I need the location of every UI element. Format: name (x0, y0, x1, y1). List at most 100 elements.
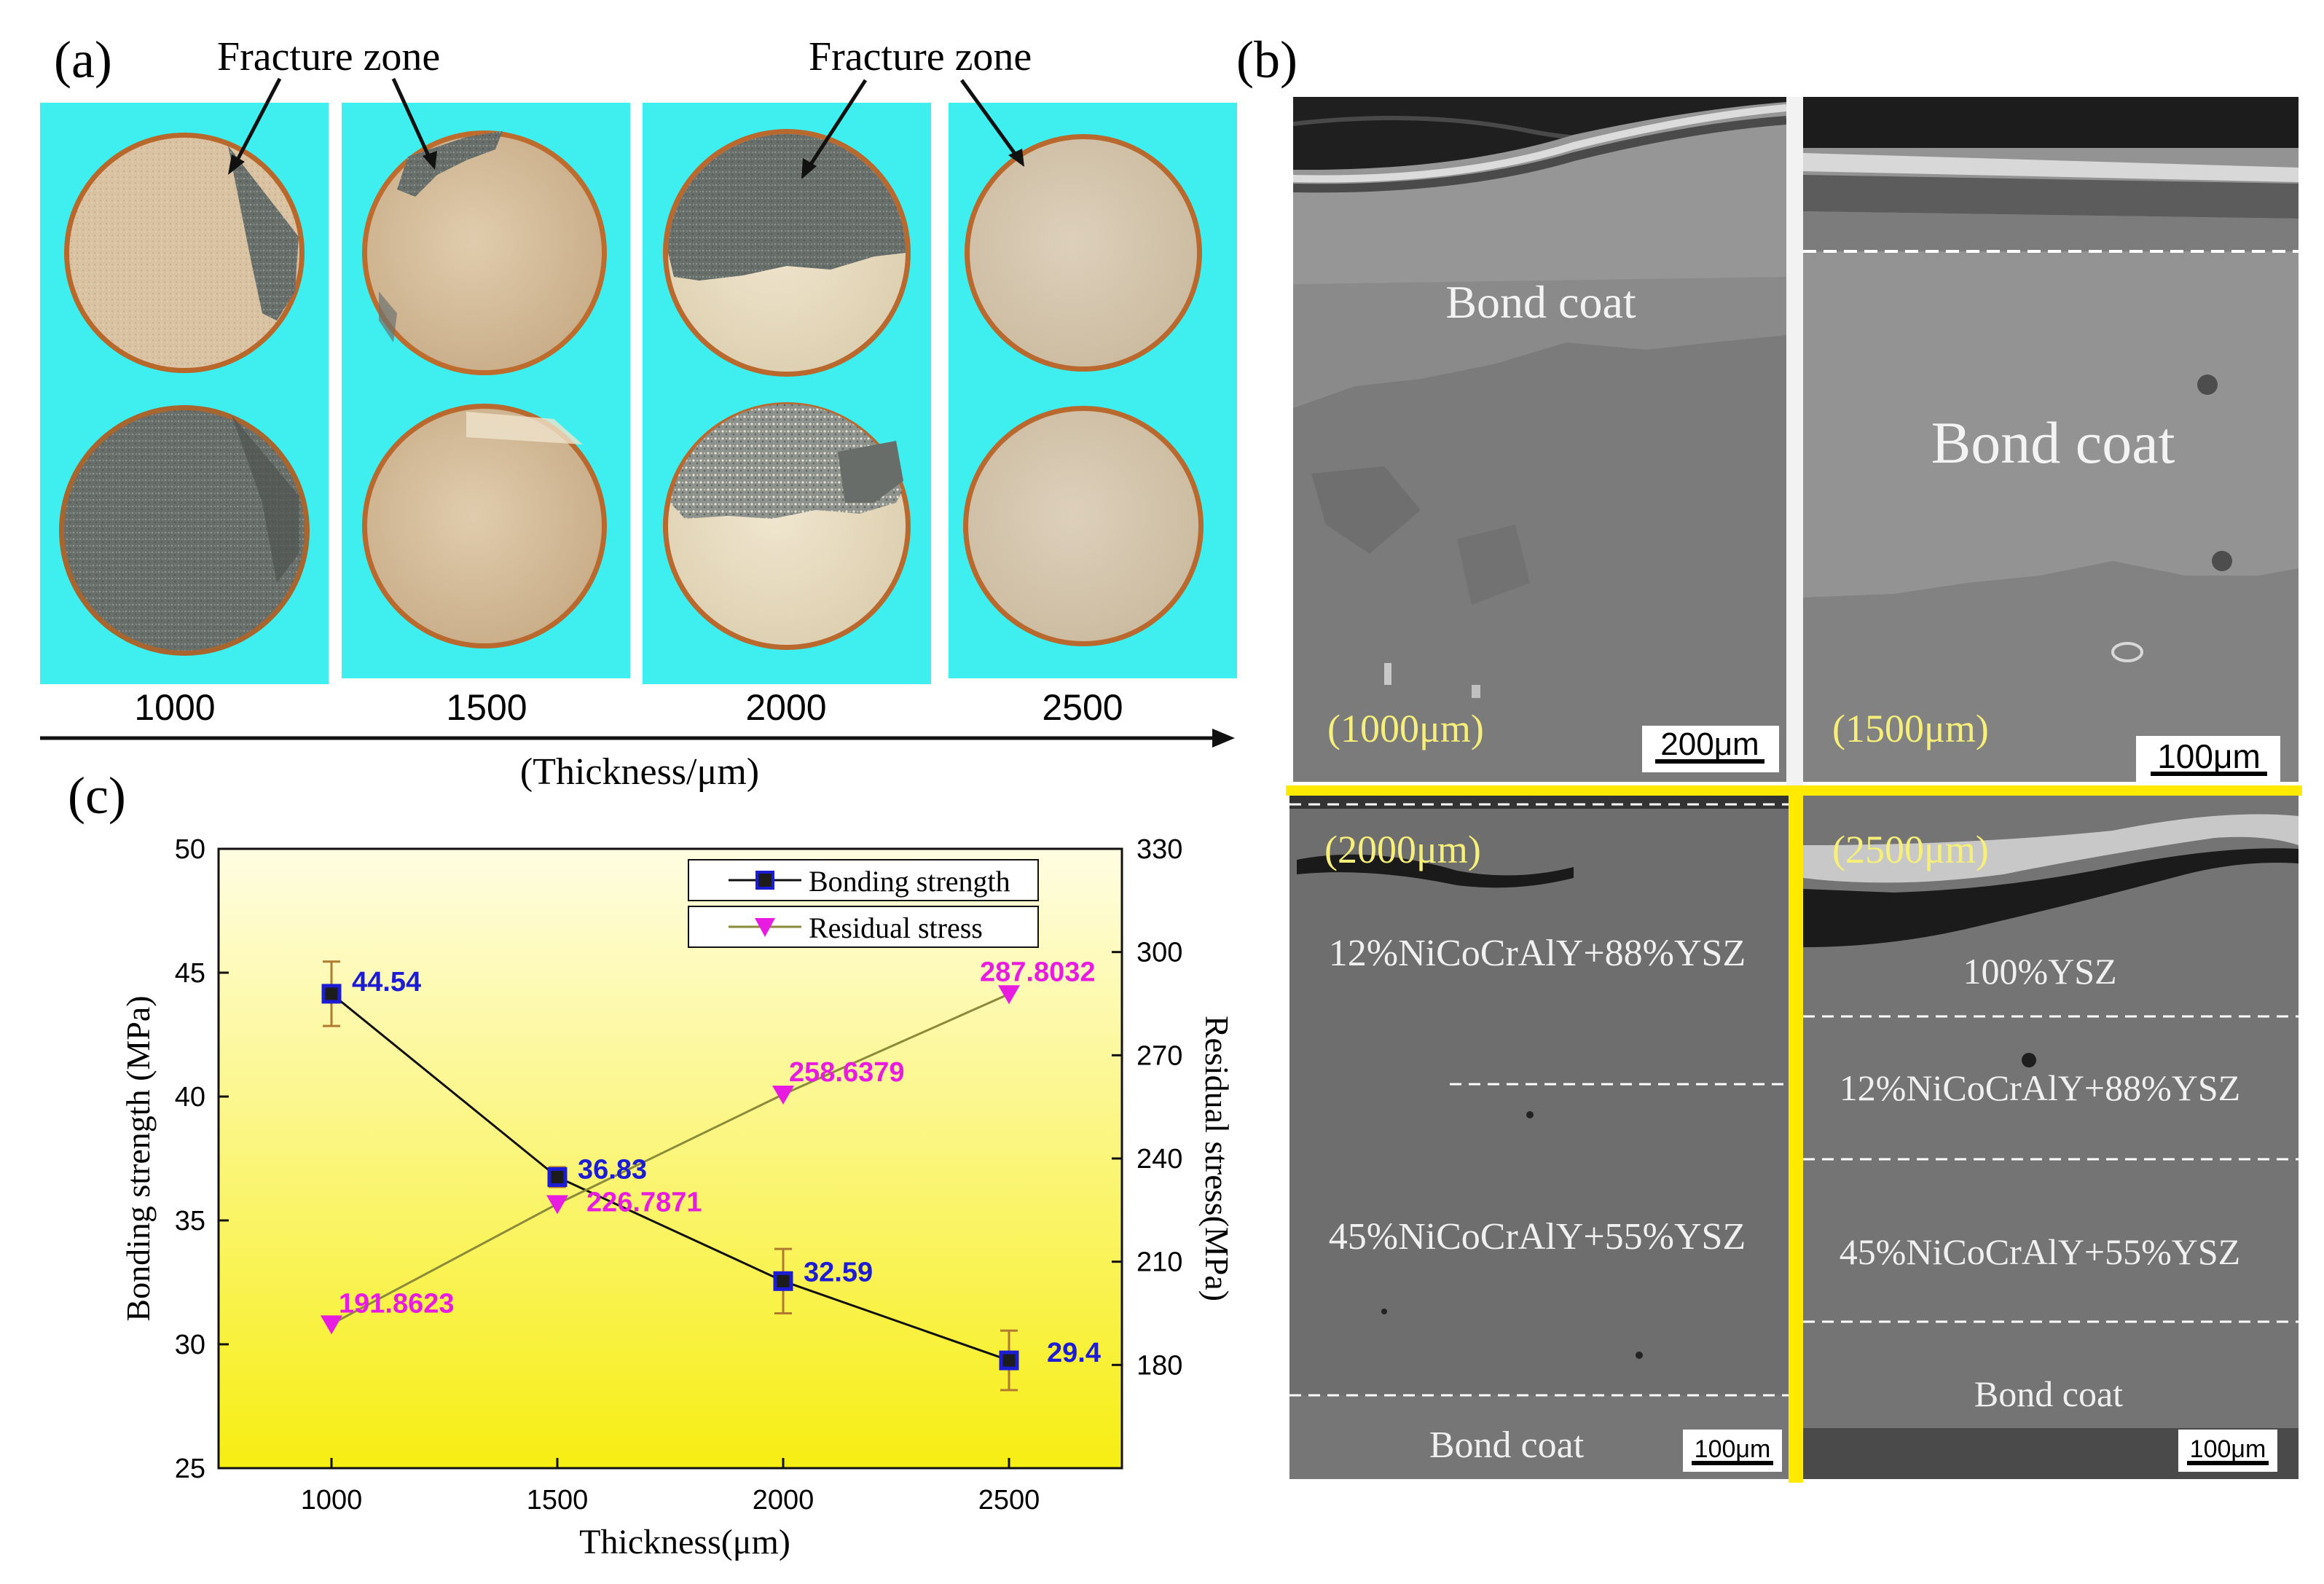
bonding-strength-data-label: 29.4 (1047, 1338, 1101, 1368)
fracture-zone-callout-left: Fracture zone (217, 34, 440, 79)
tl-scalebar-label: 200μm (1660, 726, 1759, 762)
fracture-zone-callout-right: Fracture zone (809, 34, 1032, 79)
bonding-strength-point (321, 984, 342, 1004)
y-axis-left-title: Bonding strength (MPa) (119, 995, 157, 1321)
legend-marker-bonding (755, 871, 774, 890)
bl-thickness-label: (2000μm) (1324, 828, 1481, 871)
white-vertical-divider-top (1786, 97, 1803, 785)
x-axis-title: Thickness(μm) (579, 1523, 790, 1561)
bl-layer-mid: 45%NiCoCrAlY+55%YSZ (1329, 1216, 1746, 1258)
panel-b-label: (b) (1236, 31, 1298, 89)
legend-box-residual (688, 906, 1039, 948)
bl-scalebar-label: 100μm (1695, 1435, 1771, 1463)
bonding-strength-point (999, 1350, 1019, 1371)
br-scalebar-label: 100μm (2190, 1435, 2266, 1463)
panel-a-label: (a) (54, 31, 112, 89)
sample-2000-bottom (663, 402, 911, 650)
y-right-tick-label: 300 (1137, 938, 1182, 968)
residual-stress-data-label: 226.7871 (586, 1187, 702, 1218)
bonding-strength-data-label: 36.83 (578, 1155, 647, 1185)
residual-stress-data-label: 258.6379 (789, 1057, 905, 1088)
y-right-tick-label: 330 (1137, 834, 1182, 865)
sample-2500-top (965, 134, 1202, 372)
residual-stress-data-label: 191.8623 (339, 1288, 455, 1319)
callout-arrowhead (423, 151, 437, 170)
residual-stress-point (321, 1315, 342, 1335)
panel-c-label: (c) (68, 766, 126, 825)
plot-area (217, 847, 1123, 1470)
x-tick-label: 1500 (527, 1485, 589, 1516)
sample-1000-bottom (59, 405, 310, 656)
thickness-label: 1500 (446, 687, 527, 728)
tr-layer-label: Bond coat (1931, 409, 2175, 476)
callout-arrowhead (801, 158, 817, 179)
thickness-label: 1000 (134, 687, 215, 728)
legend-marker-residual (755, 918, 775, 937)
x-tick-label: 1000 (301, 1485, 363, 1516)
panel-c: (c) 1000 1500 2000 2500 25 30 35 40 45 50 180 210 24… (68, 766, 1236, 1561)
sem-image-2000 (1289, 794, 1789, 1479)
x-tick-label: 2500 (978, 1485, 1040, 1516)
y-left-tick-label: 45 (175, 958, 205, 989)
y-left-tick-label: 35 (175, 1206, 205, 1236)
residual-stress-point (546, 1195, 568, 1215)
bonding-strength-line (331, 992, 1010, 1362)
y-axis-right-title: Residual stress(MPa) (1198, 1016, 1236, 1301)
sem-image-1500 (1803, 97, 2299, 782)
sample-1500-top (362, 130, 607, 375)
thickness-label: 2000 (745, 687, 826, 728)
chart-layer: 1000 1500 2000 2500 25 30 35 40 45 50 180 210 240 270… (175, 834, 1183, 1516)
y-right-tick-label: 210 (1137, 1247, 1182, 1278)
legend-label-residual: Residual stress (809, 911, 983, 944)
bonding-strength-point (547, 1167, 568, 1187)
sem-image-2500 (1803, 794, 2299, 1479)
y-right-tick-label: 180 (1137, 1350, 1182, 1381)
br-thickness-label: (2500μm) (1832, 828, 1989, 871)
residual-stress-point (772, 1085, 794, 1105)
tl-scalebar-box (1642, 726, 1779, 772)
bl-layer-top: 12%NiCoCrAlY+88%YSZ (1329, 933, 1746, 974)
callout-arrowhead (228, 154, 245, 175)
callout-arrow (391, 77, 432, 160)
br-layer-3: 45%NiCoCrAlY+55%YSZ (1840, 1231, 2240, 1272)
yellow-horizontal-divider (1286, 785, 2302, 796)
tr-scalebar-label: 100μm (2157, 737, 2261, 775)
legend-label-bonding: Bonding strength (809, 865, 1010, 898)
br-layer-1: 100%YSZ (1963, 951, 2116, 992)
br-layer-4: Bond coat (1974, 1373, 2123, 1414)
panel-a: (a) (40, 31, 1237, 793)
callout-arrowhead (1008, 149, 1024, 167)
thickness-label: 2500 (1042, 687, 1123, 728)
yellow-vertical-divider-bottom (1789, 794, 1803, 1483)
panel-b: (b) Bond coat (1000μm) 200μm (1236, 31, 2302, 1483)
thickness-axis-caption: (Thickness/μm) (520, 751, 759, 793)
tl-thickness-label: (1000μm) (1327, 707, 1484, 750)
bonding-strength-point (773, 1271, 793, 1291)
residual-stress-data-label: 287.8032 (980, 957, 1096, 987)
callout-arrow (806, 79, 868, 169)
thickness-arrowhead (1212, 729, 1235, 748)
y-right-tick-label: 240 (1137, 1144, 1182, 1175)
bl-layer-bottom: Bond coat (1429, 1424, 1585, 1466)
sem-image-1000 (1293, 97, 1786, 782)
sample-2500-bottom (963, 406, 1204, 646)
y-left-tick-label: 40 (175, 1082, 205, 1113)
sample-2000-top (663, 129, 911, 377)
residual-stress-line (331, 992, 1010, 1325)
sample-1500-bottom (362, 404, 607, 648)
sample-1000-top (64, 133, 305, 373)
tr-thickness-label: (1500μm) (1832, 707, 1989, 750)
residual-stress-point (998, 985, 1020, 1005)
tl-layer-label: Bond coat (1445, 276, 1636, 328)
bonding-strength-data-label: 44.54 (352, 967, 421, 997)
y-right-tick-label: 270 (1137, 1040, 1182, 1071)
callout-arrow (233, 77, 282, 165)
y-left-tick-label: 30 (175, 1330, 205, 1360)
y-left-tick-label: 50 (175, 834, 205, 865)
y-left-tick-label: 25 (175, 1454, 205, 1484)
x-tick-label: 2000 (753, 1485, 814, 1516)
callout-arrow (959, 79, 1019, 158)
bonding-strength-data-label: 32.59 (804, 1257, 873, 1287)
br-layer-2: 12%NiCoCrAlY+88%YSZ (1840, 1067, 2240, 1108)
